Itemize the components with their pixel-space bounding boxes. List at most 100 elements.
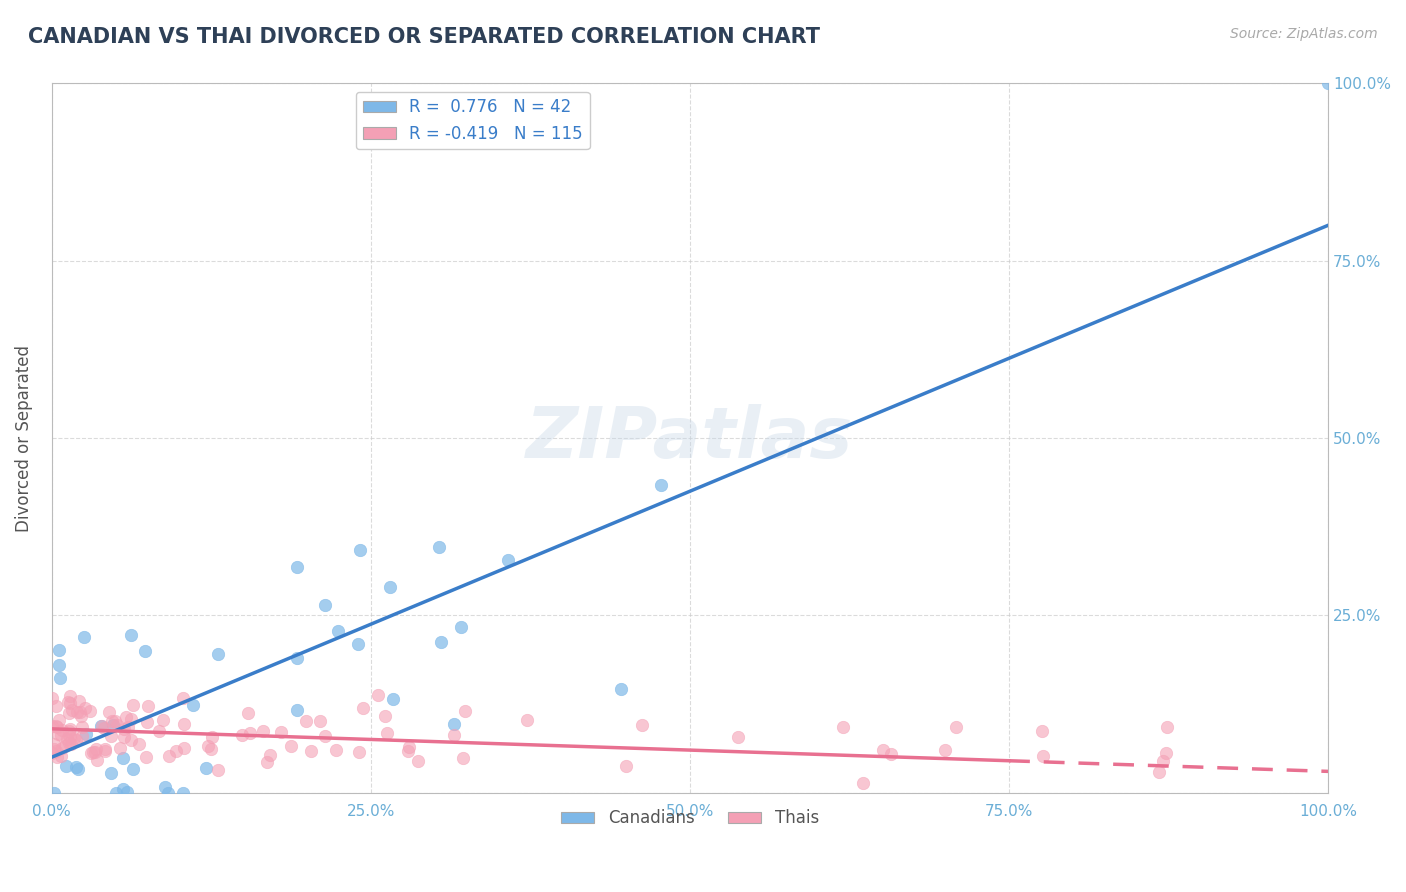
Point xyxy=(157,749,180,764)
Point xyxy=(114,710,136,724)
Point xyxy=(45,750,67,764)
Point xyxy=(65,733,87,747)
Point xyxy=(70,729,93,743)
Point xyxy=(610,681,633,696)
Point xyxy=(200,741,222,756)
Point xyxy=(79,704,101,718)
Point xyxy=(120,628,142,642)
Point xyxy=(367,688,389,702)
Point xyxy=(86,753,108,767)
Point xyxy=(59,722,82,736)
Point xyxy=(195,761,218,775)
Point xyxy=(207,647,229,661)
Point xyxy=(156,786,179,800)
Point xyxy=(880,747,903,762)
Point xyxy=(67,762,90,776)
Point xyxy=(631,718,654,732)
Point xyxy=(70,720,93,734)
Point xyxy=(727,730,749,744)
Point xyxy=(347,745,370,759)
Point xyxy=(122,698,145,712)
Point xyxy=(93,742,115,756)
Point xyxy=(120,712,142,726)
Point xyxy=(114,722,136,736)
Point xyxy=(51,728,73,742)
Text: CANADIAN VS THAI DIVORCED OR SEPARATED CORRELATION CHART: CANADIAN VS THAI DIVORCED OR SEPARATED C… xyxy=(28,27,820,46)
Point xyxy=(326,624,349,639)
Point xyxy=(406,755,429,769)
Point xyxy=(239,726,262,740)
Text: Source: ZipAtlas.com: Source: ZipAtlas.com xyxy=(1230,27,1378,41)
Point xyxy=(51,740,73,755)
Point xyxy=(73,630,96,644)
Point xyxy=(1147,764,1170,779)
Point xyxy=(41,746,63,760)
Point xyxy=(62,703,84,717)
Point xyxy=(136,699,159,714)
Point xyxy=(172,691,194,706)
Point xyxy=(136,714,159,729)
Point xyxy=(1154,746,1177,760)
Text: ZIPatlas: ZIPatlas xyxy=(526,403,853,473)
Point xyxy=(75,727,97,741)
Point xyxy=(308,714,330,728)
Point xyxy=(173,741,195,756)
Point xyxy=(49,748,72,763)
Point xyxy=(429,541,451,555)
Point xyxy=(69,708,91,723)
Point xyxy=(852,775,875,789)
Point xyxy=(69,706,91,720)
Point xyxy=(90,719,112,733)
Point xyxy=(100,766,122,780)
Point xyxy=(58,736,80,750)
Point xyxy=(934,743,956,757)
Point xyxy=(396,744,419,758)
Point xyxy=(105,786,128,800)
Point xyxy=(73,700,96,714)
Point xyxy=(945,720,967,734)
Point xyxy=(45,719,67,733)
Point xyxy=(382,692,405,706)
Point xyxy=(100,714,122,729)
Point xyxy=(299,744,322,758)
Point xyxy=(94,744,117,758)
Point xyxy=(83,745,105,759)
Point xyxy=(1156,719,1178,733)
Point xyxy=(111,751,134,765)
Point xyxy=(93,721,115,735)
Point xyxy=(134,644,156,658)
Point xyxy=(63,731,86,745)
Point xyxy=(48,727,70,741)
Point xyxy=(295,714,318,728)
Point xyxy=(173,717,195,731)
Point xyxy=(430,635,453,649)
Point xyxy=(259,747,281,762)
Point xyxy=(650,477,672,491)
Point xyxy=(285,650,308,665)
Point xyxy=(280,739,302,753)
Point xyxy=(398,739,420,754)
Point xyxy=(314,598,336,612)
Point xyxy=(270,725,292,739)
Point xyxy=(45,720,67,734)
Point xyxy=(104,714,127,729)
Point xyxy=(65,760,87,774)
Point xyxy=(59,730,82,744)
Point xyxy=(49,671,72,685)
Point xyxy=(67,693,90,707)
Point xyxy=(80,746,103,760)
Point xyxy=(325,743,347,757)
Point xyxy=(55,759,77,773)
Point xyxy=(256,755,278,769)
Point xyxy=(66,705,89,719)
Point xyxy=(314,729,336,743)
Point xyxy=(82,745,104,759)
Point xyxy=(172,786,194,800)
Point xyxy=(832,720,855,734)
Point xyxy=(1317,77,1340,91)
Point xyxy=(285,560,308,574)
Point xyxy=(183,698,205,712)
Point xyxy=(58,723,80,738)
Point xyxy=(56,732,79,747)
Point xyxy=(51,723,73,737)
